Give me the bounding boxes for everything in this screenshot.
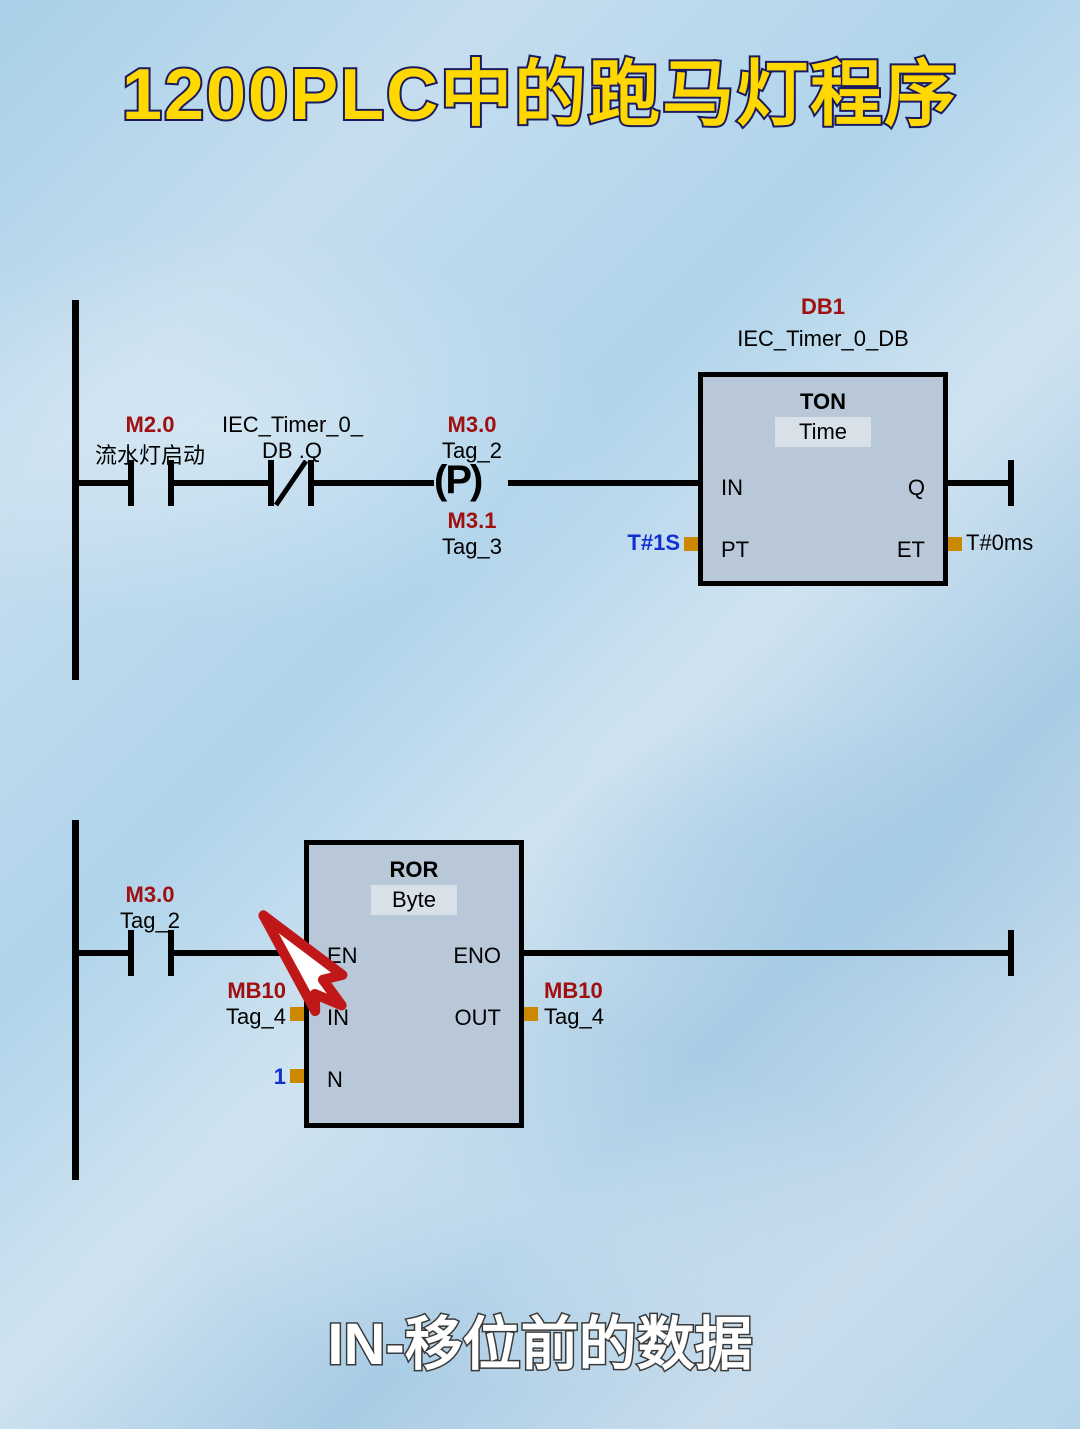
caption-text: IN-移位前的数据	[0, 1297, 1080, 1381]
rung-1: (P) TON Time IN Q PT ET DB1 IEC_Timer_0_…	[72, 300, 1022, 680]
rung-2: ROR Byte EN ENO IN OUT N MB10 Tag_4 1 MB…	[72, 820, 1022, 1180]
ton-block: TON Time IN Q PT ET	[698, 372, 948, 586]
pulse-coil: (P)	[434, 458, 481, 503]
page-title: 1200PLC中的跑马灯程序	[0, 35, 1080, 140]
pointer-arrow-icon	[250, 900, 340, 1000]
